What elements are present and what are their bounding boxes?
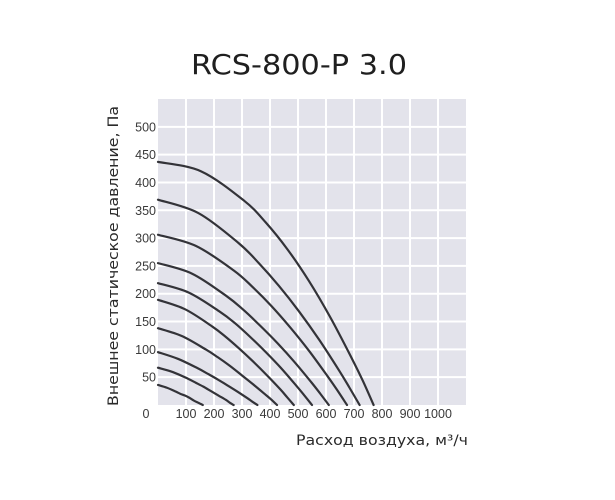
x-tick-label: 800 bbox=[372, 407, 393, 421]
y-tick-label: 50 bbox=[142, 371, 156, 385]
y-tick-label: 150 bbox=[135, 315, 156, 329]
y-axis-ticks: 50 100 150 200 250 300 350 400 450 500 bbox=[135, 120, 156, 384]
y-tick-label: 300 bbox=[135, 232, 156, 246]
y-tick-label: 350 bbox=[135, 204, 156, 218]
x-axis-ticks: 100 200 300 400 500 600 700 800 900 1000 bbox=[176, 407, 452, 421]
x-tick-label: 600 bbox=[316, 407, 337, 421]
y-tick-label: 500 bbox=[135, 120, 156, 134]
x-tick-label: 1000 bbox=[424, 407, 452, 421]
performance-curve bbox=[156, 198, 361, 407]
y-tick-label: 450 bbox=[135, 148, 156, 162]
performance-curve bbox=[156, 327, 279, 407]
x-tick-label: 500 bbox=[288, 407, 309, 421]
x-tick-label: 100 bbox=[176, 407, 197, 421]
grid-lines bbox=[158, 99, 466, 405]
x-tick-label: 200 bbox=[204, 407, 225, 421]
performance-curve bbox=[156, 160, 375, 407]
performance-curve bbox=[156, 351, 259, 407]
origin-tick-label: 0 bbox=[143, 407, 150, 421]
x-tick-label: 400 bbox=[260, 407, 281, 421]
performance-curves bbox=[156, 160, 375, 407]
performance-curve bbox=[156, 383, 204, 407]
performance-curve bbox=[156, 298, 295, 407]
plot-area bbox=[158, 99, 466, 405]
y-axis-title: Внешнее статическое давление, Па bbox=[106, 106, 122, 406]
y-tick-label: 100 bbox=[135, 343, 156, 357]
y-tick-label: 200 bbox=[135, 287, 156, 301]
x-axis-title: Расход воздуха, м³/ч bbox=[296, 433, 468, 449]
performance-curve bbox=[156, 282, 314, 407]
performance-curve bbox=[156, 233, 349, 407]
x-tick-label: 300 bbox=[232, 407, 253, 421]
chart-title: RCS-800-P 3.0 bbox=[191, 48, 407, 81]
y-tick-label: 400 bbox=[135, 176, 156, 190]
x-tick-label: 900 bbox=[400, 407, 421, 421]
x-tick-label: 700 bbox=[344, 407, 365, 421]
y-tick-label: 250 bbox=[135, 259, 156, 273]
performance-curve bbox=[156, 262, 330, 407]
performance-curve bbox=[156, 366, 235, 407]
